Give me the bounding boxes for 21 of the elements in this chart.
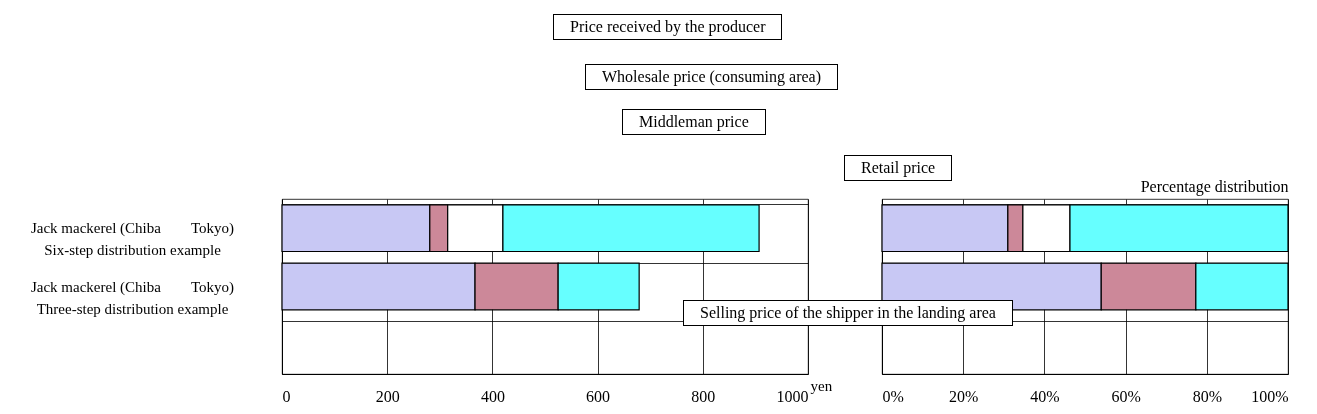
x-tick-label: 60% (1111, 387, 1141, 405)
x-tick-label: 100% (1251, 387, 1289, 405)
x-tick-label: 600 (586, 387, 611, 405)
text: Retail price (844, 155, 953, 181)
x-tick-label: 200 (375, 387, 400, 405)
y-tick-label: Jack mackerel (Chiba Tokyo) Three-step distribution example (30, 278, 235, 317)
x-tick-label: 40% (1030, 387, 1060, 405)
x-tick-label: 800 (691, 387, 716, 405)
x-tick-label: 1000 (776, 387, 809, 405)
annotation: Selling price of the shipper in the landing area (683, 300, 1013, 326)
text: Price received by the producer (553, 14, 783, 40)
text: Wholesale price (consuming area) (585, 64, 839, 90)
x-tick-label: 0 (282, 387, 291, 405)
y-tick-label: Jack mackerel (Chiba Tokyo) Six-step distribution example (30, 220, 235, 259)
x-tick-label: 20% (949, 387, 979, 405)
x-tick-label: 80% (1192, 387, 1222, 405)
x-tick-label: 0% (882, 387, 904, 405)
text: Middleman price (622, 109, 766, 135)
chart-title: Percentage distribution (1140, 178, 1289, 196)
x-tick-label: 400 (480, 387, 505, 405)
x-axis-title: yen (810, 377, 833, 394)
